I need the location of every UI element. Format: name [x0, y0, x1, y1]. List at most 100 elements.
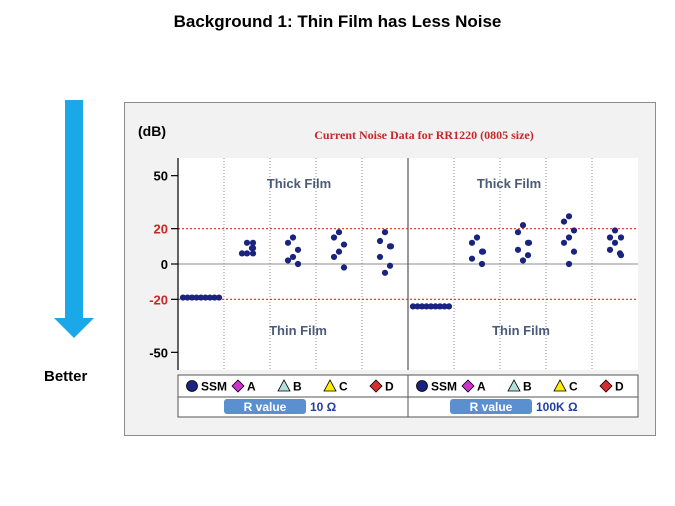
data-point-ssm: [445, 303, 453, 310]
y-tick-label: -50: [149, 345, 168, 360]
data-point-ssm: [215, 294, 223, 301]
legend-circle-icon: [416, 380, 428, 392]
r-value-label: R value: [470, 400, 513, 414]
data-point-c: [565, 234, 573, 241]
legend-diamond-icon: [369, 379, 383, 393]
page-title: Background 1: Thin Film has Less Noise: [173, 12, 502, 31]
data-point-c: [335, 229, 343, 236]
r-value-text: 10 Ω: [310, 400, 337, 414]
data-point-ssm: [202, 294, 209, 301]
legend-label: D: [615, 380, 624, 394]
data-point-ssm: [188, 294, 196, 301]
data-point-c: [570, 227, 578, 234]
data-point-a: [238, 250, 246, 257]
thin-film-label: Thin Film: [492, 323, 550, 338]
legend-triangle-icon: [277, 379, 291, 392]
data-point-c: [340, 264, 348, 271]
data-point-ssm: [423, 303, 430, 310]
data-point-a: [479, 248, 487, 255]
data-point-d: [376, 253, 384, 261]
data-point-c: [330, 253, 338, 261]
y-tick-label: 50: [154, 169, 168, 184]
thick-film-label: Thick Film: [477, 176, 541, 191]
r-value-text: 100K Ω: [536, 400, 578, 414]
legend-label: C: [569, 380, 578, 394]
data-point-b: [284, 239, 292, 246]
legend-label: B: [523, 380, 532, 394]
y-tick-label: -20: [149, 292, 168, 307]
data-point-ssm: [193, 294, 200, 301]
data-point-d: [606, 246, 614, 253]
r-value-pill: [224, 399, 306, 414]
data-point-a: [478, 260, 486, 268]
data-point-c: [335, 248, 343, 255]
thick-film-label: Thick Film: [267, 176, 331, 191]
data-point-ssm: [436, 303, 444, 310]
data-point-b: [289, 253, 297, 261]
data-point-ssm: [179, 294, 187, 301]
y-axis-label: (dB): [138, 123, 166, 139]
data-point-c: [565, 260, 573, 268]
data-point-c: [330, 234, 338, 241]
legend-label: D: [385, 380, 394, 394]
data-point-d: [387, 243, 395, 250]
arrow-shaft: [65, 100, 83, 318]
legend-label: A: [247, 380, 256, 394]
data-point-ssm: [418, 303, 426, 310]
data-point-c: [560, 218, 568, 225]
legend-label: C: [339, 380, 348, 394]
down-arrow-icon: [54, 100, 94, 338]
legend-triangle-icon: [507, 379, 521, 392]
data-point-b: [524, 252, 532, 259]
r-value-label: R value: [244, 400, 287, 414]
y-tick-label: 20: [154, 222, 168, 237]
legend-label: SSM: [201, 380, 227, 394]
data-point-ssm: [432, 303, 439, 310]
data-point-a: [468, 239, 476, 246]
chart-title: Current Noise Data for RR1220 (0805 size…: [314, 128, 534, 142]
data-point-b: [519, 222, 527, 229]
legend-diamond-icon: [461, 379, 475, 393]
data-point-c: [565, 213, 573, 220]
data-point-c: [340, 241, 348, 248]
data-point-c: [560, 239, 568, 246]
data-point-a: [468, 255, 476, 262]
legend-triangle-icon: [553, 379, 567, 392]
data-point-ssm: [211, 294, 218, 301]
legend-label: B: [293, 380, 302, 394]
data-point-ssm: [441, 303, 448, 310]
data-point-b: [284, 257, 292, 264]
data-point-b: [294, 260, 302, 268]
data-point-a: [249, 239, 257, 246]
data-point-d: [386, 262, 394, 269]
data-point-d: [611, 239, 619, 246]
data-point-d: [617, 234, 625, 241]
data-point-d: [617, 252, 625, 259]
data-point-b: [525, 239, 533, 246]
data-point-d: [381, 229, 389, 236]
legend-diamond-icon: [231, 379, 245, 393]
data-point-b: [294, 246, 302, 253]
data-point-b: [514, 229, 522, 236]
data-point-ssm: [206, 294, 214, 301]
data-point-d: [606, 234, 614, 241]
data-point-ssm: [409, 303, 417, 310]
legend-label: SSM: [431, 380, 457, 394]
data-point-b: [514, 246, 522, 253]
legend-circle-icon: [186, 380, 198, 392]
data-point-ssm: [184, 294, 191, 301]
data-point-b: [289, 234, 297, 241]
data-point-a: [243, 239, 251, 246]
noise-chart: Current Noise Data for RR1220 (0805 size…: [138, 123, 639, 418]
data-point-b: [519, 257, 527, 264]
arrow-head: [54, 318, 94, 338]
data-point-a: [243, 250, 251, 257]
data-point-d: [611, 227, 619, 234]
data-point-d: [376, 237, 384, 245]
data-point-a: [249, 245, 257, 252]
legend-triangle-icon: [323, 379, 337, 392]
thin-film-label: Thin Film: [269, 323, 327, 338]
legend-diamond-icon: [599, 379, 613, 393]
y-tick-label: 0: [161, 257, 168, 272]
legend-label: A: [477, 380, 486, 394]
